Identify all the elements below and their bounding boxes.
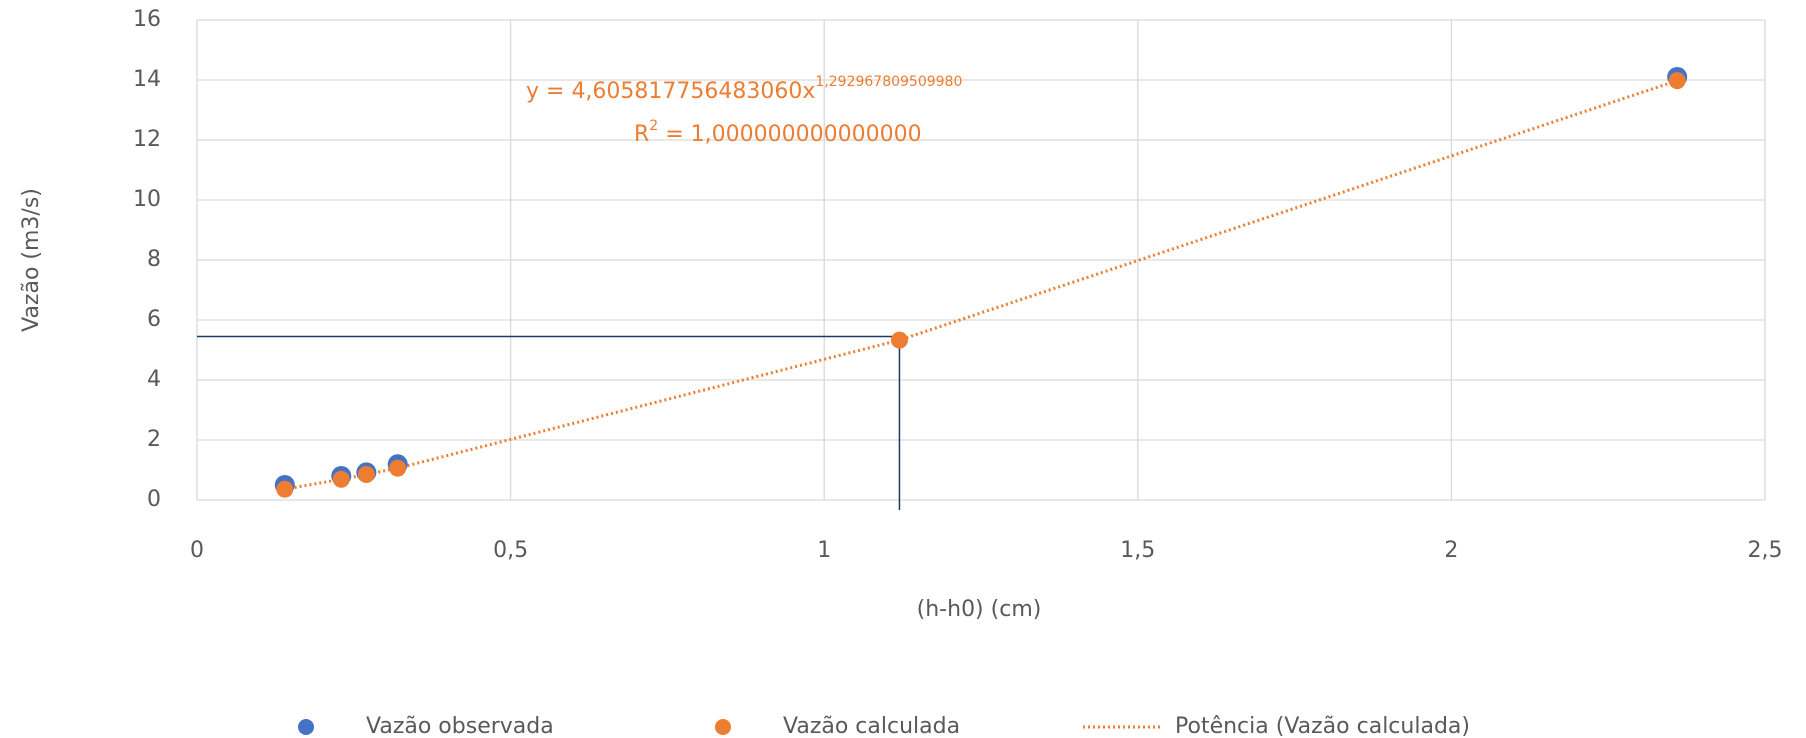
legend-label: Vazão calculada — [783, 714, 960, 738]
legend-marker — [298, 719, 314, 735]
y-tick-label: 10 — [133, 187, 161, 212]
y-tick-label: 4 — [147, 367, 161, 392]
y-tick-label: 12 — [133, 127, 161, 152]
r2-prefix: R — [634, 122, 649, 147]
x-tick-label: 1,5 — [1120, 538, 1155, 563]
y-axis-title: Vazão (m3/s) — [19, 188, 44, 332]
data-point — [357, 466, 375, 483]
data-point — [276, 480, 294, 498]
equation-text: y = 4,605817756483060x — [526, 79, 815, 104]
data-point — [389, 459, 407, 477]
data-point — [1668, 72, 1686, 90]
data-point — [332, 470, 350, 488]
x-tick-label: 0 — [190, 538, 204, 563]
data-point — [890, 331, 908, 349]
trend-equation: y = 4,605817756483060x1,292967809509980 — [526, 74, 962, 104]
trend-r2: R2 = 1,000000000000000 — [634, 118, 922, 147]
x-axis-title: (h-h0) (cm) — [917, 597, 1042, 622]
legend-label: Potência (Vazão calculada) — [1175, 714, 1470, 738]
trendline — [284, 79, 1678, 491]
r2-rest: = 1,000000000000000 — [658, 122, 921, 147]
x-tick-label: 2 — [1444, 538, 1458, 563]
equation-exponent: 1,292967809509980 — [815, 74, 962, 90]
x-tick-label: 2,5 — [1748, 538, 1783, 563]
legend-label: Vazão observada — [366, 714, 554, 738]
x-tick-label: 1 — [817, 538, 831, 563]
y-tick-label: 6 — [147, 307, 161, 332]
y-tick-label: 14 — [133, 67, 161, 92]
y-tick-label: 16 — [133, 7, 161, 32]
y-tick-label: 2 — [147, 427, 161, 452]
r2-power: 2 — [649, 118, 658, 134]
y-tick-label: 8 — [147, 247, 161, 272]
legend-marker — [715, 719, 731, 735]
x-tick-label: 0,5 — [493, 538, 528, 563]
y-tick-label: 0 — [147, 487, 161, 512]
